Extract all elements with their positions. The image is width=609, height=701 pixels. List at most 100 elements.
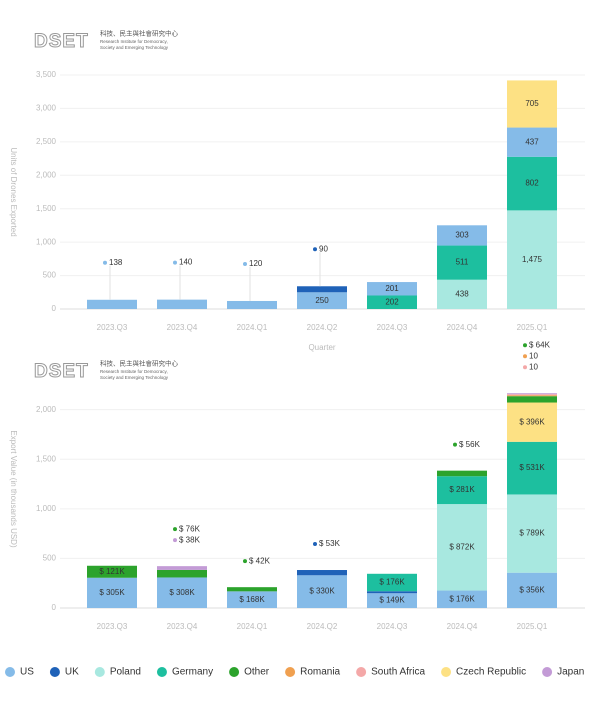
label-dot [173, 527, 177, 532]
value-label: 10 [529, 362, 538, 371]
value-label: 437 [525, 137, 539, 146]
bar-segment [507, 494, 557, 573]
label-dot [173, 538, 177, 543]
logo-name: DSET [34, 361, 89, 382]
legend-label: Romania [300, 667, 340, 678]
bar-segment [507, 395, 557, 397]
legend-label: US [20, 667, 34, 678]
label-dot [313, 247, 317, 252]
value-label: $ 76K [179, 524, 201, 533]
value-label: $ 38K [179, 535, 201, 544]
x-axis-title: Quarter [308, 343, 335, 352]
label-dot [103, 260, 107, 265]
bar-segment [297, 570, 347, 576]
logo-name: DSET [34, 31, 89, 52]
bar-segment [507, 156, 557, 211]
bar-segment [437, 470, 487, 477]
value-label: 511 [456, 258, 469, 267]
value-label: 140 [179, 258, 193, 267]
bar-segment [437, 504, 487, 591]
bar-segment [157, 577, 207, 608]
x-tick-label: 2024.Q1 [237, 323, 268, 332]
legend-swatch [441, 667, 452, 677]
label-dot [243, 261, 247, 266]
legend-label: Japan [557, 667, 584, 678]
value-label: $ 330K [309, 587, 335, 596]
bar-segment [507, 402, 557, 442]
bar-segment [157, 566, 207, 570]
x-tick-label: 2024.Q2 [307, 622, 338, 631]
value-label: $ 396K [519, 417, 545, 426]
y-tick-label: 3,000 [36, 104, 57, 113]
value-label: $ 789K [519, 529, 545, 538]
bar-segment [507, 396, 557, 403]
legend-swatch [285, 667, 296, 677]
y-tick-label: 1,500 [36, 204, 57, 213]
bar-segment [437, 476, 487, 505]
logo-zh: 科技、民主與社會研究中心 [100, 359, 179, 368]
y-tick-label: 0 [52, 603, 57, 612]
y-tick-label: 2,500 [36, 137, 57, 146]
legend-swatch [49, 667, 60, 677]
value-label: 202 [385, 297, 399, 306]
value-label: 120 [249, 259, 263, 268]
legend-swatch [5, 667, 15, 677]
logo-en: Research Institute for Democracy, [100, 39, 168, 44]
bar-segment [87, 565, 137, 578]
bar-segment [507, 210, 557, 309]
value-label: $ 281K [449, 485, 475, 494]
x-tick-label: 2024.Q1 [237, 622, 268, 631]
value-label: $ 149K [379, 596, 405, 605]
x-tick-label: 2024.Q3 [377, 323, 408, 332]
label-dot [523, 365, 527, 370]
legend-label: Czech Republic [456, 667, 526, 678]
bar-segment [367, 591, 417, 594]
bar-segment [507, 80, 557, 128]
bar-segment [437, 225, 487, 246]
y-tick-label: 2,000 [36, 405, 57, 414]
bar-segment [437, 245, 487, 280]
bar-segment [437, 590, 487, 608]
y-tick-label: 500 [43, 271, 57, 280]
value-label: $ 64K [529, 340, 551, 349]
legend-swatch [229, 667, 240, 677]
x-tick-label: 2024.Q2 [307, 323, 338, 332]
value-label: 802 [525, 179, 539, 188]
value-label: 201 [385, 284, 399, 293]
value-label: $ 168K [239, 595, 265, 604]
bar-segment [227, 587, 277, 592]
y-tick-label: 1,000 [36, 237, 57, 246]
logo-zh: 科技、民主與社會研究中心 [100, 29, 179, 38]
value-label: $ 356K [519, 585, 545, 594]
value-label: 138 [109, 258, 123, 267]
label-dot [313, 542, 317, 547]
bar-segment [367, 295, 417, 309]
x-tick-label: 2024.Q4 [447, 323, 478, 332]
label-dot [453, 442, 457, 447]
bar-segment [507, 127, 557, 157]
value-label: $ 176K [379, 578, 405, 587]
legend-swatch [94, 667, 105, 677]
bar-segment [227, 300, 277, 309]
x-tick-label: 2023.Q3 [97, 323, 128, 332]
value-label: $ 872K [449, 542, 475, 551]
bar-segment [87, 577, 137, 608]
bar-segment [507, 441, 557, 495]
bar-segment [367, 593, 417, 608]
bar-segment [157, 299, 207, 309]
label-dot [243, 559, 247, 564]
value-label: 10 [529, 351, 538, 360]
value-label: $ 42K [249, 556, 271, 565]
value-label: 90 [319, 244, 328, 253]
y-tick-label: 2,000 [36, 170, 57, 179]
value-label: $ 53K [319, 539, 341, 548]
x-tick-label: 2023.Q4 [167, 622, 198, 631]
legend-swatch [156, 667, 167, 677]
y-tick-label: 3,500 [36, 70, 57, 79]
x-tick-label: 2024.Q4 [447, 622, 478, 631]
legend-label: Poland [110, 667, 141, 678]
bar-segment [367, 573, 417, 592]
bar-segment [297, 575, 347, 608]
legend-label: UK [65, 667, 79, 678]
